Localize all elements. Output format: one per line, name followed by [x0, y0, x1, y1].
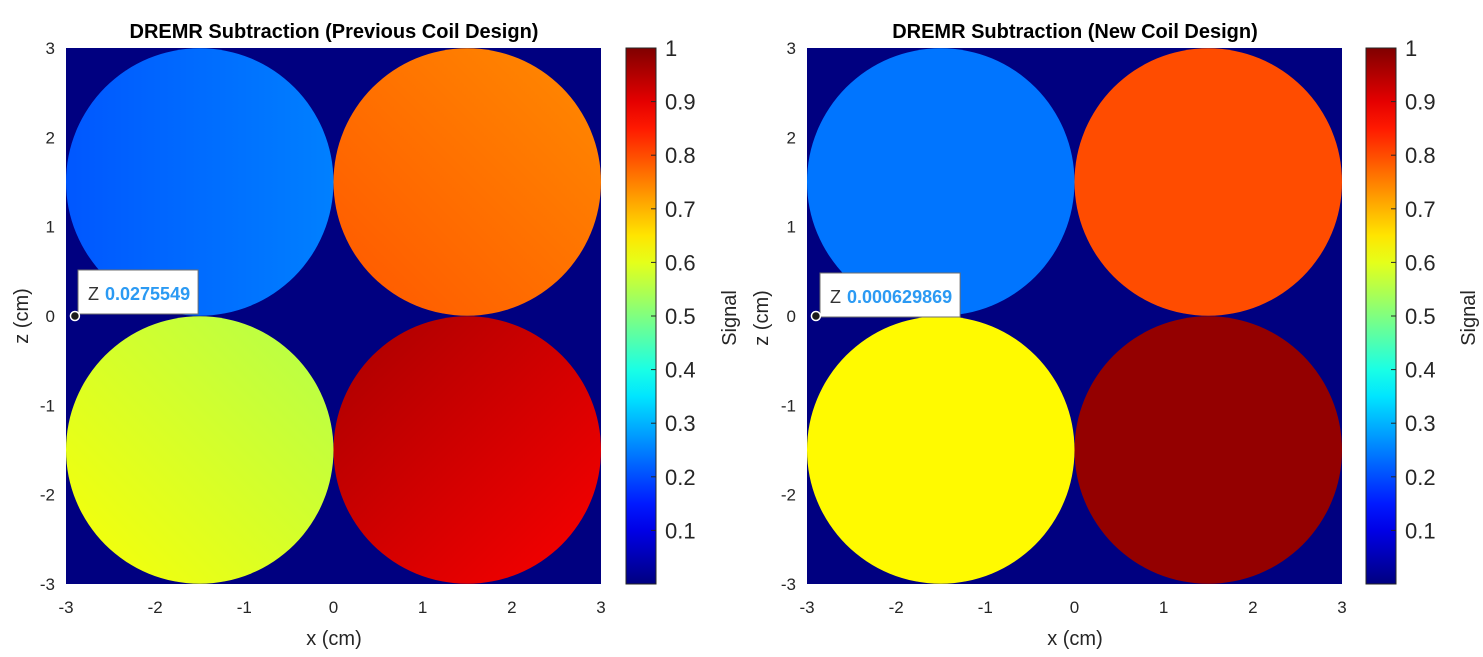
plot-area[interactable]	[66, 48, 601, 584]
colorbar-tick-label: 0.4	[665, 358, 696, 383]
colorbar-tick-label: 0.6	[665, 250, 696, 275]
y-tick-label: -2	[40, 486, 55, 505]
colorbar-label: Signal	[1458, 290, 1480, 346]
colorbar-tick-label: 0.5	[665, 304, 696, 329]
colorbar-tick-label: 0.2	[665, 465, 696, 490]
x-tick-label: -1	[237, 598, 252, 617]
x-axis-label: x (cm)	[306, 628, 362, 650]
disk-top-left	[807, 48, 1075, 316]
y-tick-label: 0	[46, 307, 55, 326]
colorbar[interactable]: 0.1 0.2 0.3 0.4 0.5 0.6 0.7 0.8 0.9 1	[625, 36, 696, 585]
x-tick-label: -3	[58, 598, 73, 617]
x-tick-label: 2	[507, 598, 516, 617]
y-tick-label: 2	[787, 128, 796, 147]
colorbar-tick-label: 0.7	[1405, 197, 1436, 222]
x-tick-labels: -3 -2 -1 0 1 2 3	[58, 598, 605, 617]
colorbar-tick-label: 0.4	[1405, 358, 1436, 383]
data-tip-value: 0.000629869	[847, 287, 952, 307]
colorbar-tick-label: 0.9	[665, 90, 696, 115]
y-tick-label: -1	[781, 396, 796, 415]
colorbar-tick-label: 0.5	[1405, 304, 1436, 329]
chart-svg-new: DREMR Subtraction (New Coil Design) -3 -2…	[751, 21, 1480, 650]
colorbar-tick-label: 0.6	[1405, 250, 1436, 275]
colorbar-tick-label: 0.2	[1405, 465, 1436, 490]
disk-bottom-right	[1074, 316, 1342, 584]
chart-panel-previous: DREMR Subtraction (Previous Coil Design)…	[0, 0, 741, 657]
data-tip-marker[interactable]	[69, 310, 81, 322]
y-tick-label: -1	[40, 396, 55, 415]
chart-title: DREMR Subtraction (Previous Coil Design)	[130, 21, 539, 43]
x-tick-label: -3	[799, 598, 814, 617]
y-tick-label: 1	[46, 218, 55, 237]
colorbar[interactable]: 0.1 0.2 0.3 0.4 0.5 0.6 0.7 0.8 0.9 1	[1365, 36, 1436, 585]
x-tick-label: 3	[596, 598, 605, 617]
x-tick-label: 1	[1159, 598, 1168, 617]
y-tick-label: 0	[787, 307, 796, 326]
disk-top-right	[1074, 48, 1342, 316]
x-tick-label: -2	[889, 598, 904, 617]
colorbar-tick-label: 0.1	[1405, 518, 1436, 543]
y-tick-labels: -3 -2 -1 0 1 2 3	[781, 39, 796, 594]
colorbar-tick-label: 0.9	[1405, 90, 1436, 115]
disk-top-right	[333, 48, 601, 316]
x-tick-label: -2	[148, 598, 163, 617]
chart-panel-new: DREMR Subtraction (New Coil Design) -3 -2…	[742, 0, 1483, 657]
chart-title: DREMR Subtraction (New Coil Design)	[892, 21, 1258, 43]
colorbar-tick-label: 0.8	[665, 143, 696, 168]
data-tip[interactable]: Z 0.000629869	[810, 272, 961, 322]
colorbar-tick-label: 0.8	[1405, 143, 1436, 168]
data-tip-box	[77, 269, 199, 315]
y-axis-label: z (cm)	[751, 290, 773, 346]
y-tick-label: -2	[781, 486, 796, 505]
x-tick-label: 2	[1248, 598, 1257, 617]
y-tick-labels: -3 -2 -1 0 1 2 3	[40, 39, 55, 594]
data-tip[interactable]: Z 0.0275549	[69, 269, 199, 322]
disk-top-left	[66, 48, 334, 316]
data-tip-value: 0.0275549	[105, 284, 190, 304]
y-axis-label: z (cm)	[11, 288, 33, 344]
disk-bottom-left	[66, 316, 334, 584]
y-tick-label: 3	[787, 39, 796, 58]
chart-svg-previous: DREMR Subtraction (Previous Coil Design)…	[11, 21, 741, 650]
y-tick-label: 1	[787, 218, 796, 237]
plot-area[interactable]	[807, 48, 1342, 584]
disk-bottom-left	[807, 316, 1075, 584]
x-tick-labels: -3 -2 -1 0 1 2 3	[799, 598, 1346, 617]
x-tick-label: 3	[1337, 598, 1346, 617]
disk-bottom-right	[333, 316, 601, 584]
data-tip-box	[819, 272, 961, 318]
x-axis-label: x (cm)	[1047, 628, 1103, 650]
y-tick-label: -3	[40, 575, 55, 594]
colorbar-tick-label: 1	[1405, 36, 1417, 61]
colorbar-tick-label: 0.3	[1405, 411, 1436, 436]
x-tick-label: 0	[329, 598, 338, 617]
colorbar-tick-label: 0.7	[665, 197, 696, 222]
x-tick-label: 0	[1070, 598, 1079, 617]
data-tip-label: Z	[88, 284, 99, 304]
data-tip-label: Z	[830, 287, 841, 307]
x-tick-label: -1	[978, 598, 993, 617]
y-tick-label: 3	[46, 39, 55, 58]
data-tip-marker[interactable]	[810, 310, 822, 322]
colorbar-tick-label: 0.1	[665, 518, 696, 543]
colorbar-tick-label: 0.3	[665, 411, 696, 436]
x-tick-label: 1	[418, 598, 427, 617]
colorbar-tick-label: 1	[665, 36, 677, 61]
colorbar-label: Signal	[719, 290, 741, 346]
y-tick-label: -3	[781, 575, 796, 594]
y-tick-label: 2	[46, 128, 55, 147]
